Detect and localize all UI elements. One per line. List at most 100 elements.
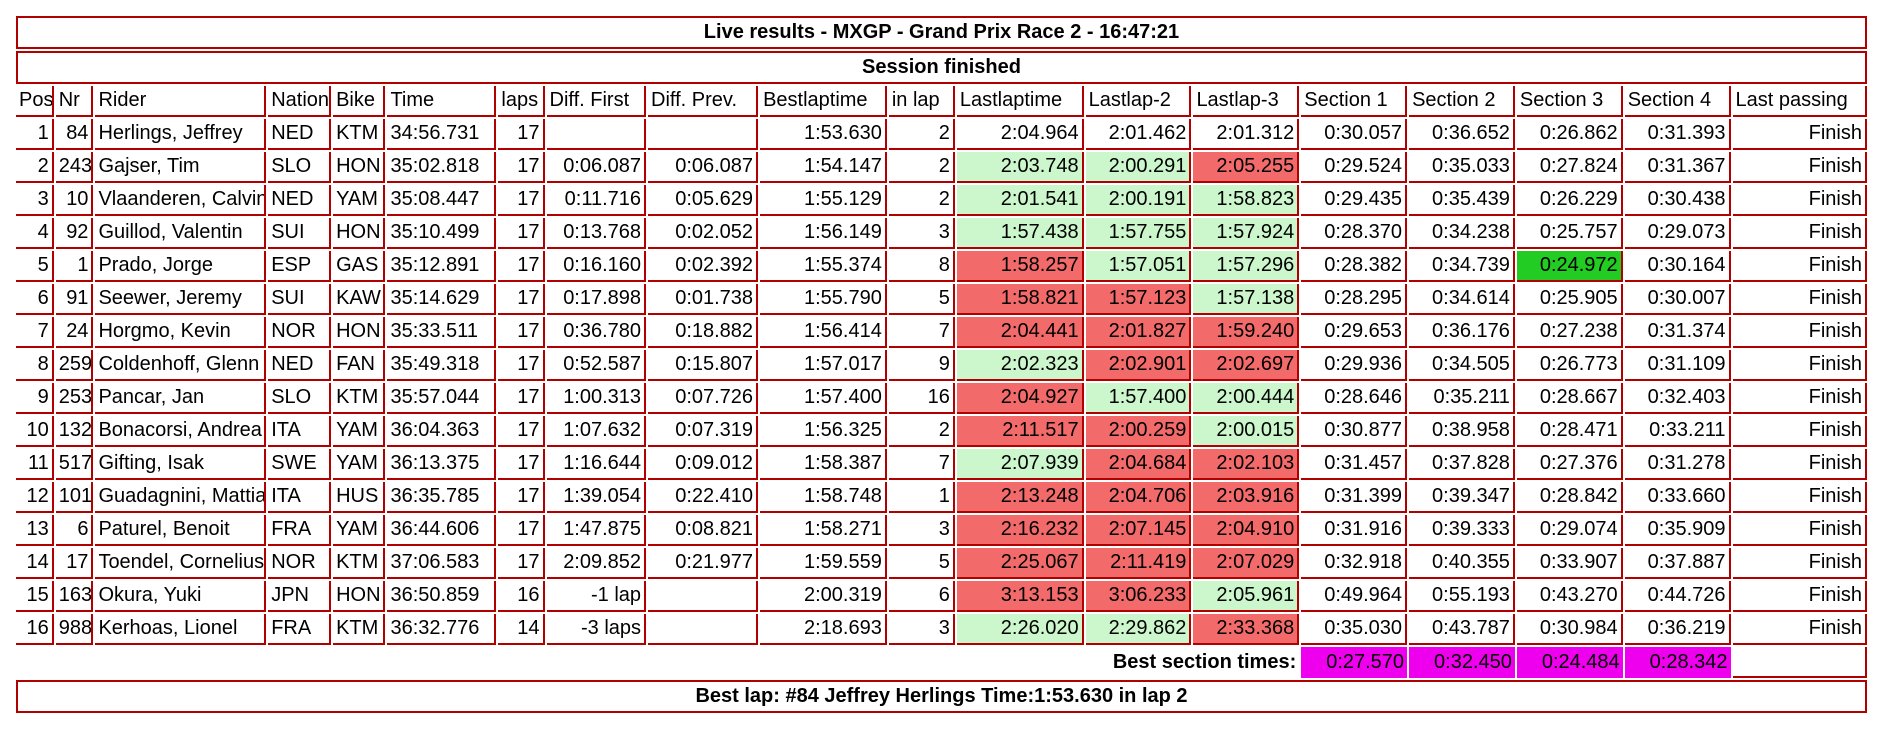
- number-cell: 6: [55, 515, 94, 546]
- section-4-cell: 0:30.007: [1624, 284, 1731, 315]
- last-lap-time-cell: 2:04.964: [956, 119, 1084, 150]
- position-cell: 10: [16, 416, 54, 447]
- section-3-cell: 0:27.376: [1516, 449, 1623, 480]
- nation-cell: SLO: [268, 383, 332, 414]
- diff-first-cell: [546, 119, 647, 150]
- last-lap-2-cell: 2:11.419: [1085, 548, 1192, 579]
- best-lap-number-cell: 3: [888, 218, 955, 249]
- best-section-3: 0:24.484: [1516, 647, 1623, 678]
- column-header: Last passing: [1732, 86, 1867, 117]
- best-lap-number-cell: 16: [888, 383, 955, 414]
- diff-first-cell: -1 lap: [546, 581, 647, 612]
- best-lap-time-cell: 1:58.387: [760, 449, 887, 480]
- best-sections-empty: [1732, 647, 1867, 678]
- section-3-cell: 0:28.471: [1516, 416, 1623, 447]
- last-lap-2-cell: 2:02.901: [1085, 350, 1192, 381]
- laps-cell: 17: [498, 449, 545, 480]
- best-lap-number-cell: 2: [888, 152, 955, 183]
- laps-cell: 17: [498, 317, 545, 348]
- last-lap-2-cell: 2:00.191: [1085, 185, 1192, 216]
- laps-cell: 17: [498, 383, 545, 414]
- laps-cell: 17: [498, 218, 545, 249]
- best-lap-number-cell: 3: [888, 515, 955, 546]
- best-lap-summary: Best lap: #84 Jeffrey Herlings Time:1:53…: [16, 680, 1867, 713]
- column-header: laps: [498, 86, 545, 117]
- bike-cell: KTM: [333, 614, 386, 645]
- nation-cell: NOR: [268, 548, 332, 579]
- column-header: Nr: [55, 86, 94, 117]
- position-cell: 14: [16, 548, 54, 579]
- laps-cell: 17: [498, 251, 545, 282]
- best-lap-time-cell: 1:53.630: [760, 119, 887, 150]
- best-lap-time-cell: 1:54.147: [760, 152, 887, 183]
- nation-cell: SWE: [268, 449, 332, 480]
- laps-cell: 17: [498, 284, 545, 315]
- section-1-cell: 0:29.653: [1301, 317, 1408, 348]
- last-lap-time-cell: 2:26.020: [956, 614, 1084, 645]
- session-status: Session finished: [16, 51, 1867, 84]
- best-lap-number-cell: 9: [888, 350, 955, 381]
- best-lap-number-cell: 1: [888, 482, 955, 513]
- best-section-1: 0:27.570: [1301, 647, 1408, 678]
- last-lap-3-cell: 2:00.015: [1193, 416, 1300, 447]
- last-lap-3-cell: 1:57.138: [1193, 284, 1300, 315]
- section-1-cell: 0:31.457: [1301, 449, 1408, 480]
- results-table: Live results - MXGP - Grand Prix Race 2 …: [14, 14, 1869, 715]
- nation-cell: NED: [268, 185, 332, 216]
- total-time-cell: 36:44.606: [387, 515, 497, 546]
- last-lap-3-cell: 2:05.255: [1193, 152, 1300, 183]
- last-lap-2-cell: 2:00.259: [1085, 416, 1192, 447]
- last-lap-time-cell: 2:16.232: [956, 515, 1084, 546]
- last-passing-cell: Finish: [1732, 614, 1867, 645]
- diff-first-cell: 0:17.898: [546, 284, 647, 315]
- nation-cell: SUI: [268, 284, 332, 315]
- column-header: Bestlaptime: [760, 86, 887, 117]
- section-3-cell: 0:28.842: [1516, 482, 1623, 513]
- column-header: Pos: [16, 86, 54, 117]
- rider-name-cell: Kerhoas, Lionel: [95, 614, 267, 645]
- section-2-cell: 0:35.211: [1409, 383, 1515, 414]
- laps-cell: 17: [498, 119, 545, 150]
- last-lap-time-cell: 2:03.748: [956, 152, 1084, 183]
- last-passing-cell: Finish: [1732, 515, 1867, 546]
- total-time-cell: 35:33.511: [387, 317, 497, 348]
- results-body: 1 84 Herlings, Jeffrey NED KTM 34:56.731 17 1:5…: [16, 119, 1867, 645]
- number-cell: 91: [55, 284, 94, 315]
- column-header: Lastlaptime: [956, 86, 1084, 117]
- number-cell: 243: [55, 152, 94, 183]
- best-lap-number-cell: 2: [888, 119, 955, 150]
- position-cell: 8: [16, 350, 54, 381]
- section-1-cell: 0:28.295: [1301, 284, 1408, 315]
- last-lap-2-cell: 1:57.123: [1085, 284, 1192, 315]
- laps-cell: 17: [498, 515, 545, 546]
- last-lap-time-cell: 3:13.153: [956, 581, 1084, 612]
- position-cell: 7: [16, 317, 54, 348]
- number-cell: 517: [55, 449, 94, 480]
- column-header: Bike: [333, 86, 386, 117]
- results-container: Live results - MXGP - Grand Prix Race 2 …: [14, 14, 1869, 715]
- bike-cell: HON: [333, 218, 386, 249]
- column-header: Lastlap-2: [1085, 86, 1192, 117]
- section-1-cell: 0:31.916: [1301, 515, 1408, 546]
- last-lap-2-cell: 1:57.755: [1085, 218, 1192, 249]
- last-lap-time-cell: 2:02.323: [956, 350, 1084, 381]
- number-cell: 10: [55, 185, 94, 216]
- section-4-cell: 0:30.438: [1624, 185, 1731, 216]
- last-lap-2-cell: 1:57.051: [1085, 251, 1192, 282]
- diff-first-cell: 2:09.852: [546, 548, 647, 579]
- diff-prev-cell: [648, 581, 759, 612]
- position-cell: 16: [16, 614, 54, 645]
- laps-cell: 14: [498, 614, 545, 645]
- diff-first-cell: 1:07.632: [546, 416, 647, 447]
- laps-cell: 17: [498, 482, 545, 513]
- column-header-row: Pos Nr Rider Nation Bike Time laps Diff. First D…: [16, 86, 1867, 117]
- section-1-cell: 0:30.057: [1301, 119, 1408, 150]
- bike-cell: GAS: [333, 251, 386, 282]
- diff-prev-cell: 0:09.012: [648, 449, 759, 480]
- best-lap-time-cell: 1:58.748: [760, 482, 887, 513]
- column-header: Section 1: [1301, 86, 1408, 117]
- last-passing-cell: Finish: [1732, 119, 1867, 150]
- position-cell: 4: [16, 218, 54, 249]
- column-header: Section 4: [1624, 86, 1731, 117]
- section-2-cell: 0:43.787: [1409, 614, 1515, 645]
